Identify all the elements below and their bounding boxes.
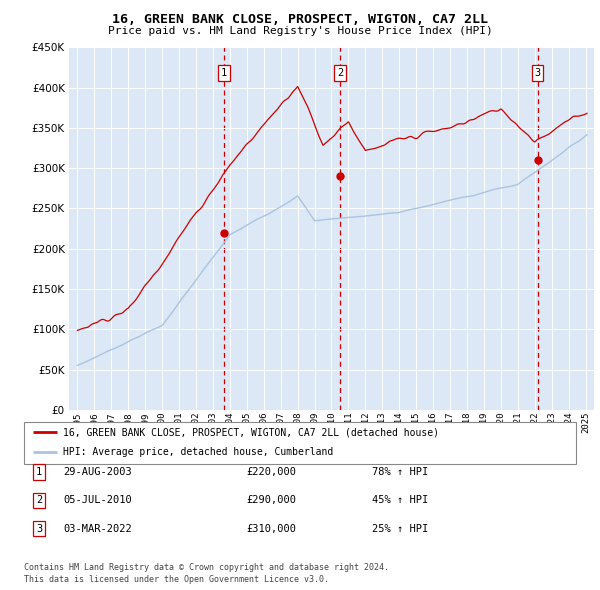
Text: 05-JUL-2010: 05-JUL-2010: [63, 496, 132, 505]
Text: 16, GREEN BANK CLOSE, PROSPECT, WIGTON, CA7 2LL: 16, GREEN BANK CLOSE, PROSPECT, WIGTON, …: [112, 13, 488, 26]
Text: 2: 2: [36, 496, 42, 505]
Text: £290,000: £290,000: [246, 496, 296, 505]
Text: 1: 1: [221, 68, 227, 78]
Text: 2: 2: [337, 68, 343, 78]
Text: £310,000: £310,000: [246, 524, 296, 533]
Text: 25% ↑ HPI: 25% ↑ HPI: [372, 524, 428, 533]
Text: Price paid vs. HM Land Registry's House Price Index (HPI): Price paid vs. HM Land Registry's House …: [107, 26, 493, 36]
Text: 78% ↑ HPI: 78% ↑ HPI: [372, 467, 428, 477]
Text: HPI: Average price, detached house, Cumberland: HPI: Average price, detached house, Cumb…: [63, 447, 333, 457]
Text: 29-AUG-2003: 29-AUG-2003: [63, 467, 132, 477]
Text: Contains HM Land Registry data © Crown copyright and database right 2024.: Contains HM Land Registry data © Crown c…: [24, 563, 389, 572]
Text: 16, GREEN BANK CLOSE, PROSPECT, WIGTON, CA7 2LL (detached house): 16, GREEN BANK CLOSE, PROSPECT, WIGTON, …: [63, 428, 439, 437]
Text: 3: 3: [36, 524, 42, 533]
Text: 45% ↑ HPI: 45% ↑ HPI: [372, 496, 428, 505]
Text: 3: 3: [535, 68, 541, 78]
Text: 1: 1: [36, 467, 42, 477]
Text: £220,000: £220,000: [246, 467, 296, 477]
Text: This data is licensed under the Open Government Licence v3.0.: This data is licensed under the Open Gov…: [24, 575, 329, 584]
Text: 03-MAR-2022: 03-MAR-2022: [63, 524, 132, 533]
